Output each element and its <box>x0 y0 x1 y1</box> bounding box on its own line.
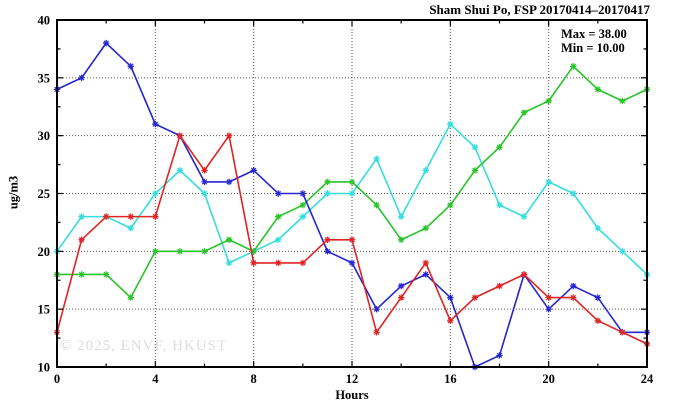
series-blue <box>53 39 651 371</box>
x-tick-label: 20 <box>542 372 555 386</box>
x-tick-label: 16 <box>444 372 457 386</box>
x-tick-label: 4 <box>152 372 159 386</box>
min-annotation: Min = 10.00 <box>561 40 625 55</box>
x-axis-label: Hours <box>335 388 369 402</box>
x-tick-label: 24 <box>641 372 654 386</box>
x-tick-label: 12 <box>346 372 359 386</box>
y-tick-label: 35 <box>38 71 51 85</box>
y-tick-label: 15 <box>38 303 51 317</box>
y-tick-label: 10 <box>38 361 51 375</box>
x-tick-label: 0 <box>54 372 60 386</box>
max-min-annotation: Max = 38.00 Min = 10.00 <box>561 27 627 55</box>
tick-labels: 0 4 8 12 16 20 24 10 15 20 25 30 35 40 <box>38 14 655 387</box>
chart-title: Sham Shui Po, FSP 20170414–20170417 <box>429 2 650 17</box>
y-tick-label: 30 <box>38 129 51 143</box>
y-tick-label: 20 <box>38 245 51 259</box>
max-annotation: Max = 38.00 <box>561 27 627 41</box>
watermark: © 2025, ENVF, HKUST <box>60 338 228 354</box>
series-blue-markers <box>53 39 651 371</box>
y-tick-label: 25 <box>38 187 51 201</box>
x-tick-label: 8 <box>251 372 257 386</box>
plot-frame <box>56 19 648 368</box>
y-tick-label: 40 <box>38 14 51 28</box>
y-axis-label: ug/m3 <box>6 175 21 210</box>
